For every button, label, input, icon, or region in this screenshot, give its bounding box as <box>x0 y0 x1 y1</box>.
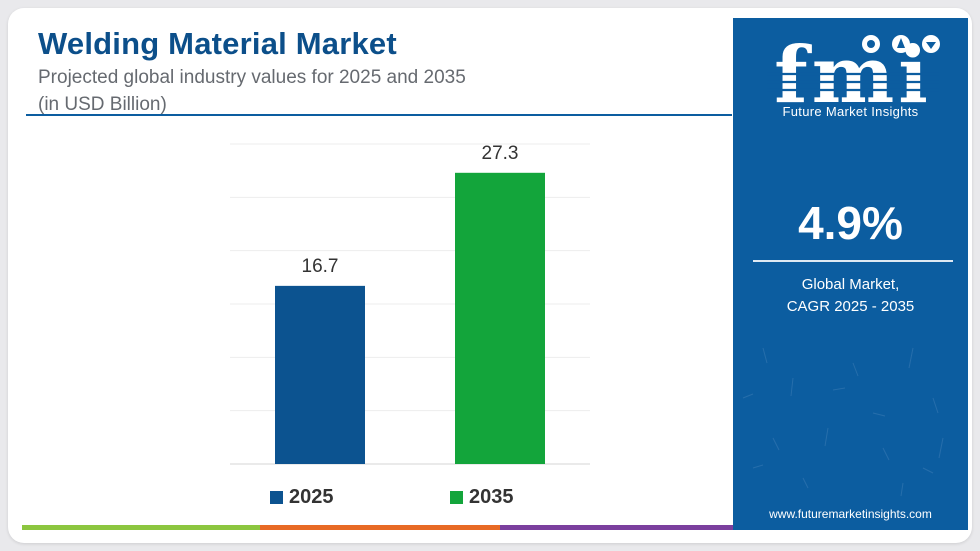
sidebar-panel: fmi Future Market Insights 4.9% Global M… <box>733 18 968 530</box>
cagr-label-line2: CAGR 2025 - 2035 <box>786 298 915 315</box>
logo-subtitle: Future Market Insights <box>782 104 919 119</box>
bottom-bar-segment-green <box>22 525 260 530</box>
cagr-label-line1: Global Market, <box>801 276 900 293</box>
bar-chart: 16.7 27.3 <box>230 143 590 465</box>
bar-2035 <box>455 172 545 465</box>
bar-2025 <box>275 285 365 464</box>
background-texture <box>742 347 944 497</box>
unit-label: (in USD Billion) <box>38 94 167 115</box>
sidebar-divider <box>753 260 953 262</box>
chart-subtitle: Projected global industry values for 202… <box>38 64 466 118</box>
cagr-label: Global Market, CAGR 2025 - 2035 <box>733 274 968 318</box>
bottom-bar-segment-purple <box>500 525 733 530</box>
data-label-2035: 27.3 <box>482 143 519 164</box>
legend-label-2025: 2025 <box>289 486 334 508</box>
fmi-logo-icon: fmi <box>767 30 940 120</box>
cagr-value: 4.9% <box>798 197 903 249</box>
legend-item-2035: 2035 <box>450 486 514 509</box>
chart-title: Welding Material Market <box>38 26 397 61</box>
legend-swatch-2025 <box>270 491 283 504</box>
legend-swatch-2035 <box>450 491 463 504</box>
data-label-2025: 16.7 <box>302 256 339 277</box>
subtitle-line: Projected global industry values for 202… <box>38 67 466 88</box>
infographic-card: Welding Material Market Projected global… <box>8 8 972 543</box>
bottom-bar-segment-orange <box>260 525 500 530</box>
website-link[interactable]: www.futuremarketinsights.com <box>769 507 932 521</box>
legend-item-2025: 2025 <box>270 486 334 509</box>
legend-label-2035: 2035 <box>469 486 514 508</box>
title-divider <box>26 114 732 116</box>
